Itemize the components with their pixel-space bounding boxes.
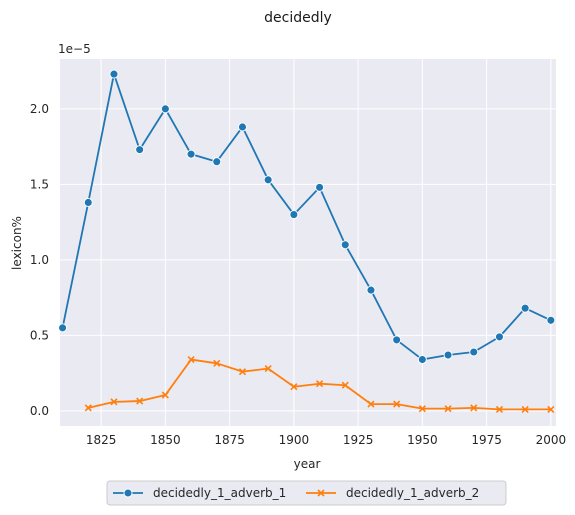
y-tick-label: 0.0 [30,404,49,418]
legend-item-1: decidedly_1_adverb_1 [113,486,286,500]
data-point [547,405,555,413]
x-tick-label: 1975 [471,433,502,447]
y-tick-label: 2.0 [30,102,49,116]
data-point [340,240,350,250]
data-point [393,400,401,408]
data-point [417,355,427,364]
data-point [366,285,376,295]
data-point [136,397,144,405]
y-axis-label: lexicon% [10,216,24,270]
data-point [264,365,272,373]
data-point [109,69,119,79]
data-point [238,368,247,376]
legend-marker [317,489,325,497]
data-point [495,332,504,342]
plot-area [60,59,556,426]
data-point [418,405,426,413]
x-tick-label: 1950 [407,433,438,447]
data-point [341,381,349,389]
grid [60,59,556,426]
x-axis: 1825 1850 1875 1900 1925 1950 1975 2000 [86,433,566,447]
series-2 [84,355,555,413]
data-point [367,400,375,408]
data-point [392,335,402,345]
legend-item-2: decidedly_1_adverb_2 [306,486,479,500]
x-tick-label: 1900 [279,433,310,447]
data-point [315,380,324,388]
y-offset-label: 1e−5 [58,42,91,56]
series-1 [58,69,556,364]
data-point [443,350,453,360]
legend: decidedly_1_adverb_1 decidedly_1_adverb_2 [106,480,507,506]
legend-label: decidedly_1_adverb_2 [346,486,479,500]
data-point [263,175,273,185]
x-tick-label: 1875 [214,433,245,447]
data-point [444,405,452,413]
data-point [58,323,68,333]
data-point [110,398,118,406]
legend-label: decidedly_1_adverb_1 [153,486,286,500]
y-tick-label: 1.0 [30,253,49,267]
data-point [315,182,325,192]
data-point [161,391,169,399]
data-point [186,149,196,159]
legend-marker [123,488,133,498]
x-tick-label: 1925 [343,433,374,447]
data-point [83,198,93,207]
data-point [84,404,92,412]
x-tick-label: 1850 [150,433,181,447]
x-tick-label: 2000 [536,433,567,447]
data-point [160,104,170,114]
data-point [238,122,247,132]
data-point [187,355,195,364]
data-point [520,303,530,313]
data-point [213,359,221,367]
y-tick-label: 1.5 [30,177,49,191]
x-tick-label: 1825 [86,433,117,447]
data-point [495,405,504,413]
data-point [290,383,298,391]
data-point [289,210,299,220]
data-point [546,315,556,325]
chart-title: decidedly [264,10,332,26]
y-tick-label: 0.5 [30,328,49,342]
data-point [135,145,145,155]
data-point [521,405,529,413]
series-layer [58,69,556,413]
x-axis-label: year [294,457,321,471]
data-point [212,157,222,167]
data-point [469,347,479,357]
data-point [470,404,478,412]
y-axis: 0.0 0.5 1.0 1.5 2.0 [30,102,49,418]
